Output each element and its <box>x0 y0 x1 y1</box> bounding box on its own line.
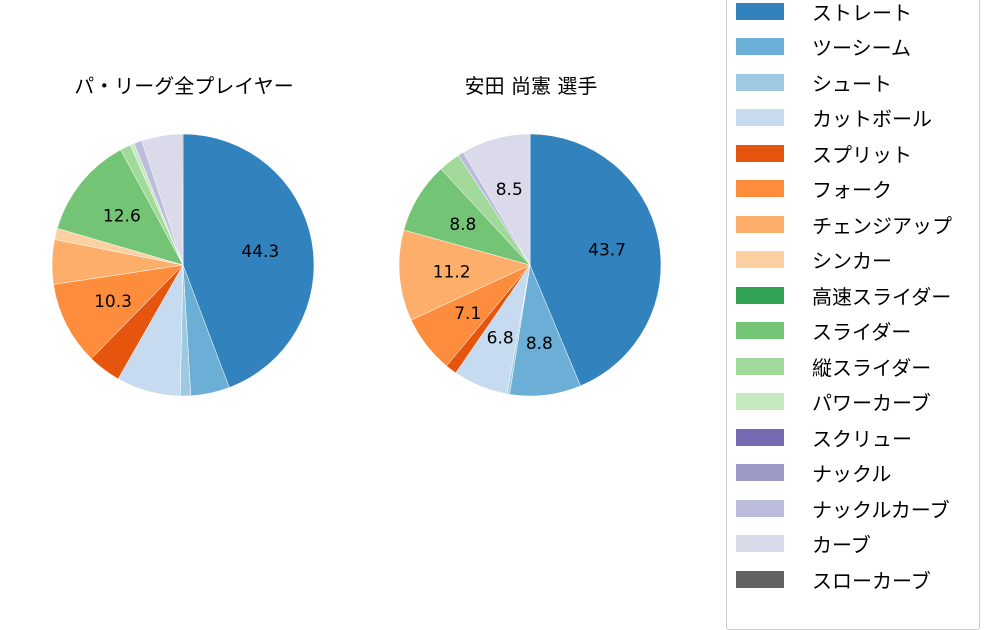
legend-item: スプリット <box>736 143 912 167</box>
legend-swatch <box>736 180 784 197</box>
legend-swatch <box>736 570 784 588</box>
legend-label: カットボール <box>812 107 932 131</box>
legend-swatch <box>736 144 784 162</box>
legend-label: 縦スライダー <box>812 355 932 380</box>
slice-value-label: 44.3 <box>241 242 279 262</box>
legend-item: スローカーブ <box>736 569 931 593</box>
legend-item: カットボール <box>736 107 932 131</box>
slice-value-label: 8.8 <box>526 334 553 354</box>
legend-label: スクリュー <box>812 426 912 451</box>
slice-value-label: 10.3 <box>94 292 132 312</box>
legend-label: シュート <box>812 71 892 96</box>
legend-label: 高速スライダー <box>812 284 952 309</box>
legend-swatch <box>736 251 784 268</box>
slice-value-label: 43.7 <box>588 241 626 261</box>
legend-swatch <box>736 215 784 233</box>
legend-item: ストレート <box>736 1 912 25</box>
legend-label: シンカー <box>812 249 892 273</box>
legend-label: スライダー <box>812 320 912 344</box>
legend-swatch <box>736 464 784 481</box>
legend-swatch <box>736 38 784 55</box>
legend-item: ツーシーム <box>736 36 911 60</box>
legend-swatch <box>736 286 784 304</box>
legend-label: ナックル <box>812 462 892 486</box>
slice-value-label: 6.8 <box>487 329 514 349</box>
legend-item: スライダー <box>736 320 911 344</box>
pie-charts: 44.3 10.3 12.6 43.7 8.8 6.8 7.1 11.2 8.8 8.5 <box>51 133 662 397</box>
legend-label: カーブ <box>812 533 871 557</box>
legend-label: ツーシーム <box>812 36 911 60</box>
pie-slice <box>53 264 184 359</box>
pie-slice <box>56 149 184 266</box>
legend-item: チェンジアップ <box>736 214 952 238</box>
pie-slice <box>181 133 184 266</box>
legend-label: チェンジアップ <box>812 213 952 238</box>
slice-value-label: 12.6 <box>103 207 141 227</box>
pie-slice <box>398 229 531 321</box>
pie-slice <box>182 133 315 388</box>
legend: ストレートツーシームシュートカットボール スプリットフォークチェンジアップ シンカー… <box>726 0 980 630</box>
slice-value-label: 8.5 <box>496 180 523 200</box>
legend-label: スローカーブ <box>812 568 931 593</box>
legend-label: ストレート <box>812 0 912 25</box>
right-chart-title: 安田 尚憲 選手 <box>464 74 598 98</box>
legend-item: スクリュー <box>736 427 912 451</box>
legend-swatch <box>736 73 784 91</box>
legend-item: パワーカーブ <box>736 391 931 415</box>
legend-swatch <box>736 2 784 20</box>
legend-item: シュート <box>736 72 892 96</box>
left-chart-title: パ・リーグ全プレイヤー <box>74 74 294 98</box>
legend-swatch <box>736 109 784 126</box>
legend-label: パワーカーブ <box>812 391 931 415</box>
legend-swatch <box>736 393 784 410</box>
legend-label: ナックルカーブ <box>812 497 950 522</box>
slice-value-label: 8.8 <box>449 215 476 235</box>
legend-item: フォーク <box>736 178 892 202</box>
legend-label: フォーク <box>812 178 892 202</box>
legend-swatch <box>736 535 784 552</box>
legend-item: 高速スライダー <box>736 285 951 309</box>
legend-item: カーブ <box>736 533 871 557</box>
slice-value-label: 7.1 <box>454 304 481 324</box>
legend-label: スプリット <box>812 142 912 167</box>
legend-swatch <box>736 499 784 517</box>
pie-slice <box>529 133 662 387</box>
pie-slice <box>462 133 531 266</box>
legend-item: 縦スライダー <box>736 356 931 380</box>
legend-item: シンカー <box>736 249 892 273</box>
legend-swatch <box>736 428 784 446</box>
legend-item: ナックル <box>736 462 891 486</box>
slice-value-label: 11.2 <box>433 262 471 282</box>
legend-swatch <box>736 357 784 375</box>
legend-item: ナックルカーブ <box>736 498 950 522</box>
legend-swatch <box>736 322 784 339</box>
